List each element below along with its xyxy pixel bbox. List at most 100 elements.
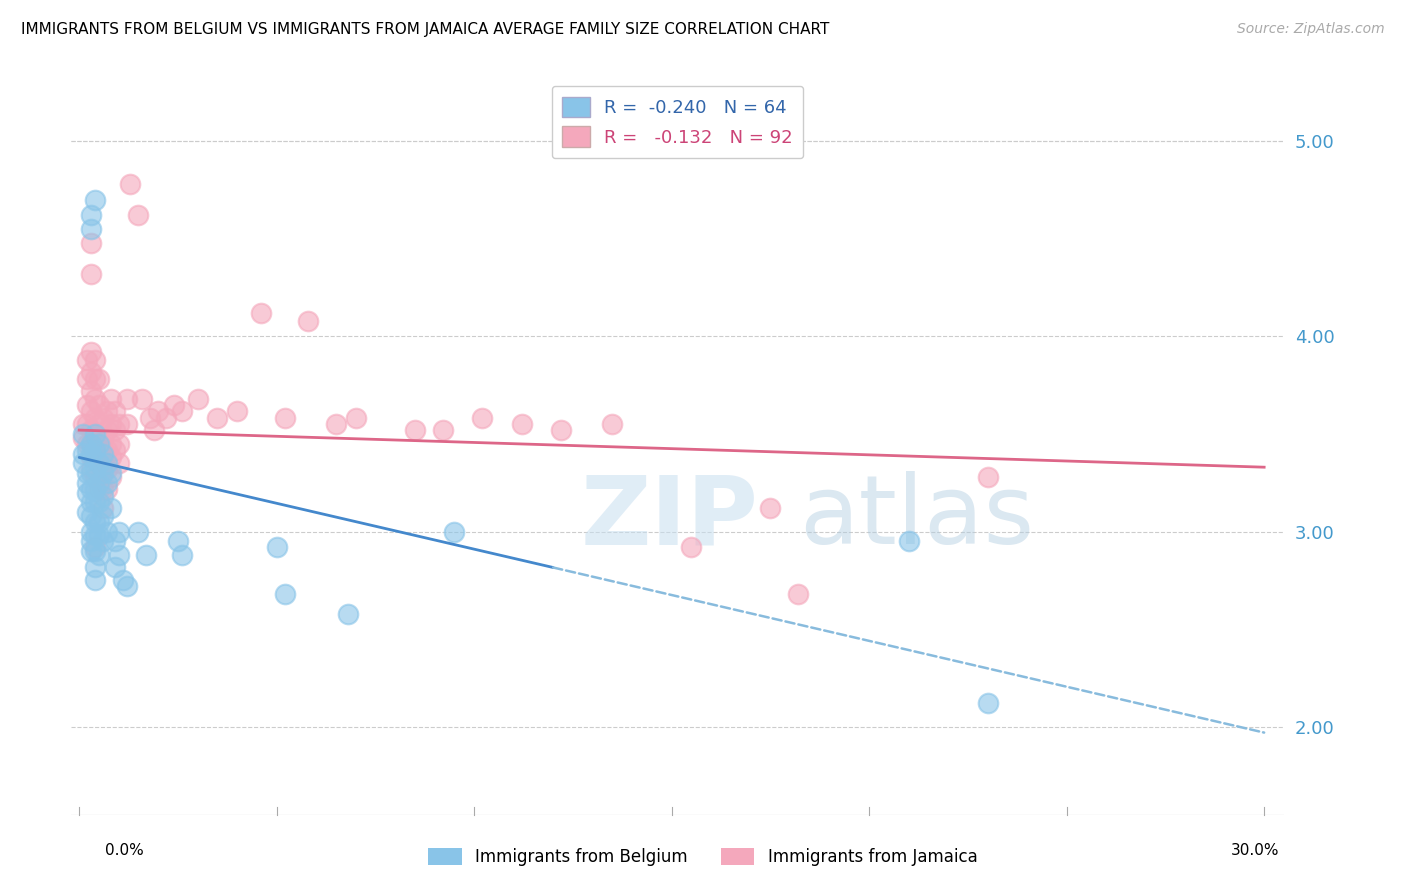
Point xyxy=(163,398,186,412)
Point xyxy=(80,524,103,539)
Point xyxy=(91,508,114,523)
Point xyxy=(84,544,107,558)
Point xyxy=(344,411,367,425)
Point xyxy=(80,446,103,460)
Point xyxy=(100,466,122,480)
Point xyxy=(135,548,157,562)
Point xyxy=(100,501,122,516)
Point xyxy=(96,442,118,457)
Point xyxy=(139,411,162,425)
Point xyxy=(80,384,103,398)
Point xyxy=(510,417,533,432)
Point xyxy=(84,392,107,406)
Point xyxy=(87,372,110,386)
Point xyxy=(84,559,107,574)
Point xyxy=(104,423,127,437)
Point xyxy=(100,450,122,465)
Point xyxy=(155,411,177,425)
Point xyxy=(87,548,110,562)
Point xyxy=(273,411,295,425)
Point xyxy=(80,345,103,359)
Point xyxy=(104,559,127,574)
Point xyxy=(76,466,98,480)
Point xyxy=(120,178,142,192)
Point xyxy=(80,466,103,480)
Point xyxy=(96,482,118,496)
Point xyxy=(111,574,134,588)
Point xyxy=(96,524,118,539)
Point xyxy=(84,427,107,442)
Point xyxy=(325,417,347,432)
Point xyxy=(104,442,127,457)
Point xyxy=(80,508,103,523)
Point xyxy=(107,548,129,562)
Point xyxy=(100,436,122,450)
Point xyxy=(250,306,273,320)
Point xyxy=(84,411,107,425)
Text: ZIP: ZIP xyxy=(581,472,758,565)
Legend: R =  -0.240   N = 64, R =   -0.132   N = 92: R = -0.240 N = 64, R = -0.132 N = 92 xyxy=(551,86,803,158)
Point xyxy=(104,534,127,549)
Point xyxy=(80,544,103,558)
Point xyxy=(897,534,920,549)
Point xyxy=(84,495,107,509)
Point xyxy=(87,495,110,509)
Point xyxy=(76,505,98,519)
Point xyxy=(787,587,810,601)
Point xyxy=(84,515,107,529)
Point xyxy=(80,436,103,450)
Point xyxy=(107,436,129,450)
Point xyxy=(127,209,149,223)
Point xyxy=(91,482,114,496)
Point xyxy=(87,417,110,432)
Point xyxy=(87,398,110,412)
Point xyxy=(91,431,114,445)
Point xyxy=(87,475,110,490)
Point xyxy=(96,403,118,417)
Point xyxy=(170,403,193,417)
Point xyxy=(104,403,127,417)
Point xyxy=(84,450,107,465)
Point xyxy=(72,456,94,470)
Point xyxy=(84,352,107,367)
Point xyxy=(976,696,998,710)
Point xyxy=(80,462,103,476)
Text: Source: ZipAtlas.com: Source: ZipAtlas.com xyxy=(1237,22,1385,37)
Point xyxy=(432,423,454,437)
Point xyxy=(87,456,110,470)
Point xyxy=(76,372,98,386)
Point xyxy=(91,442,114,457)
Point xyxy=(80,267,103,281)
Point xyxy=(72,427,94,442)
Point xyxy=(146,403,169,417)
Point xyxy=(443,524,465,539)
Point xyxy=(187,392,209,406)
Point xyxy=(115,579,138,593)
Point xyxy=(87,436,110,450)
Point xyxy=(91,446,114,460)
Point xyxy=(100,417,122,432)
Point xyxy=(107,417,129,432)
Point xyxy=(76,352,98,367)
Point xyxy=(87,436,110,450)
Point xyxy=(80,450,103,465)
Point xyxy=(404,423,426,437)
Point xyxy=(107,456,129,470)
Point xyxy=(84,431,107,445)
Point xyxy=(115,392,138,406)
Point xyxy=(80,222,103,236)
Point xyxy=(91,411,114,425)
Point xyxy=(84,470,107,484)
Point xyxy=(127,524,149,539)
Point xyxy=(84,540,107,554)
Point xyxy=(80,235,103,250)
Point xyxy=(107,524,129,539)
Point xyxy=(76,436,98,450)
Text: atlas: atlas xyxy=(799,472,1033,565)
Point xyxy=(96,423,118,437)
Point xyxy=(84,442,107,457)
Point xyxy=(91,466,114,480)
Point xyxy=(84,482,107,496)
Point xyxy=(84,193,107,207)
Point xyxy=(297,314,319,328)
